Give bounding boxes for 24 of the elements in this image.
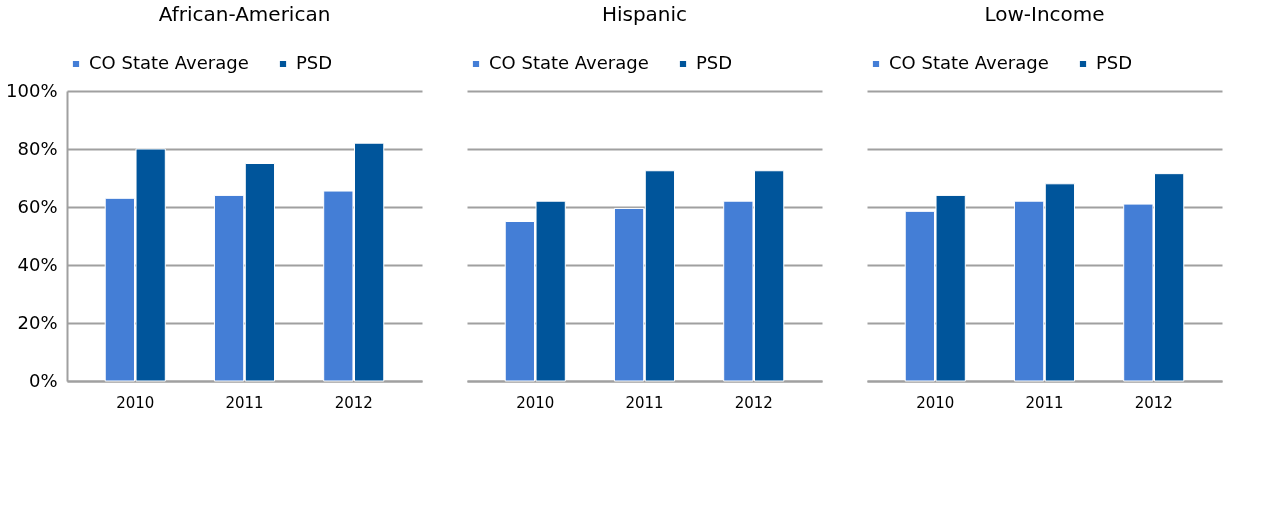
chart-title: African-American <box>158 2 331 26</box>
chart-title: Low-Income <box>984 2 1105 26</box>
x-tick-label: 2010 <box>116 393 155 412</box>
legend-label: PSD <box>1096 52 1133 73</box>
y-tick-label: 40% <box>17 253 58 275</box>
y-tick-label: 80% <box>17 137 58 159</box>
legend-label: CO State Average <box>889 52 1049 73</box>
y-tick-label: 20% <box>17 311 58 333</box>
legend-label: PSD <box>696 52 733 73</box>
legend-label: PSD <box>296 52 333 73</box>
x-tick-label: 2012 <box>1134 393 1173 412</box>
x-tick-label: 2011 <box>1025 393 1064 412</box>
x-tick-label: 2011 <box>625 393 664 412</box>
chart-title: Hispanic <box>601 2 688 26</box>
x-tick-label: 2012 <box>334 393 373 412</box>
x-tick-label: 2010 <box>516 393 555 412</box>
y-tick-label: 100% <box>6 79 58 101</box>
x-tick-label: 2011 <box>225 393 264 412</box>
legend-label: CO State Average <box>89 52 249 73</box>
legend-label: CO State Average <box>489 52 649 73</box>
y-tick-label: 0% <box>28 369 58 391</box>
x-tick-label: 2012 <box>734 393 773 412</box>
x-tick-label: 2010 <box>916 393 955 412</box>
y-tick-label: 60% <box>17 195 58 217</box>
